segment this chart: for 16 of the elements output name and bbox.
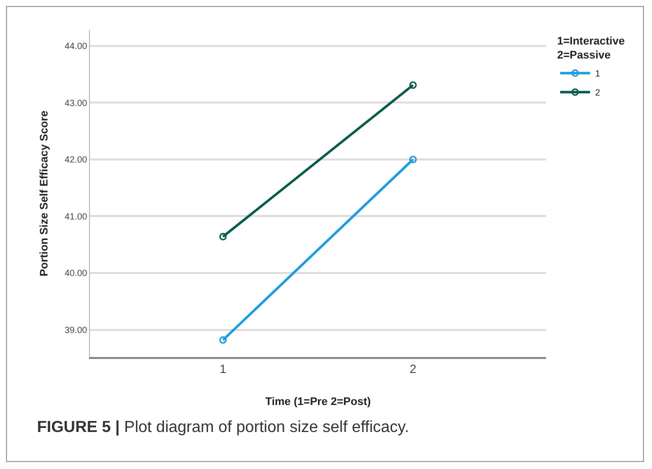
point [409,81,417,89]
y-tick-label: 42.00 [64,154,88,165]
point [409,156,417,164]
legend-title: 1=Interactive 2=Passive [557,35,625,62]
caption: FIGURE 5 | Plot diagram of portion size self efficacy. [37,419,410,436]
y-tick-label: 41.00 [64,211,88,222]
y-tick-label: 44.00 [64,41,88,52]
x-axis-title: Time (1=Pre 2=Post) [265,396,372,408]
y-tick-label: 39.00 [64,324,88,335]
legend-label: 1 [595,68,600,79]
legend-label: 2 [595,88,600,98]
y-axis-title: Portion Size Self Efficacy Score [38,110,50,276]
point [219,232,227,240]
y-tick-label: 43.00 [64,98,88,108]
point [219,336,227,344]
y-tick-label: 40.00 [64,268,88,278]
